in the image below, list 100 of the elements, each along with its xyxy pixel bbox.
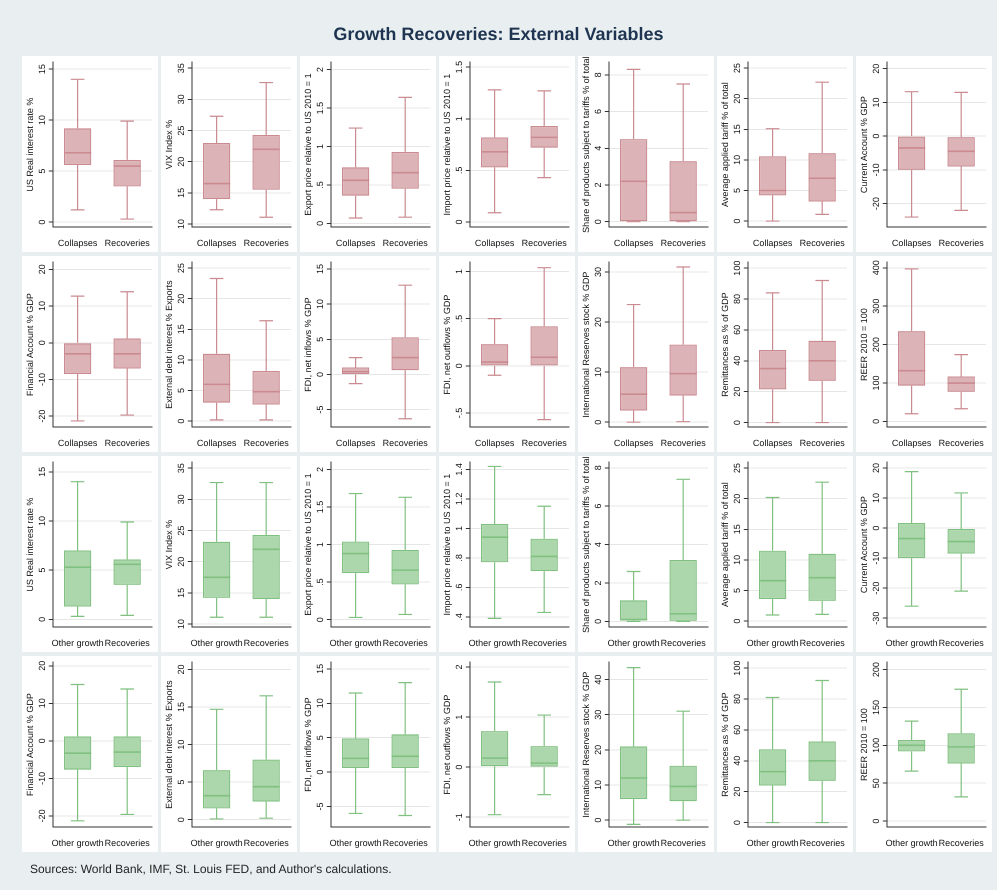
y-tick-label: -10 bbox=[870, 163, 881, 176]
y-axis-title: External debt interest % Exports bbox=[164, 280, 174, 409]
y-tick-label: -20 bbox=[870, 582, 881, 595]
x-tick-label: Recoveries bbox=[522, 638, 568, 648]
y-tick-label: 10 bbox=[36, 698, 47, 708]
y-tick-label: 10 bbox=[36, 301, 47, 312]
y-tick-label: 10 bbox=[732, 154, 742, 165]
y-axis-title: US Real interest rate % bbox=[24, 498, 35, 592]
x-tick-label: Other growth bbox=[608, 838, 660, 848]
y-tick-label: 1.5 bbox=[314, 500, 325, 514]
y-tick-label: 10 bbox=[36, 115, 47, 126]
x-tick-label: Collapses bbox=[336, 438, 376, 448]
x-tick-label: Collapses bbox=[474, 438, 515, 448]
x-tick-label: Collapses bbox=[196, 238, 237, 248]
y-tick-label: 35 bbox=[176, 463, 186, 474]
y-tick-label: 15 bbox=[176, 702, 186, 712]
x-tick-label: Recoveries bbox=[938, 838, 984, 848]
y-tick-label: 0 bbox=[870, 818, 881, 824]
y-tick-label: -20 bbox=[870, 197, 881, 210]
y-tick-label: 35 bbox=[176, 63, 186, 74]
y-tick-label: 0 bbox=[314, 617, 325, 622]
y-tick-label: 1 bbox=[454, 714, 464, 720]
y-tick-label: 0 bbox=[732, 420, 742, 426]
y-tick-label: 0 bbox=[36, 340, 47, 346]
x-tick-label: Recoveries bbox=[382, 838, 428, 848]
y-axis-title: International Reserves stock % GDP bbox=[580, 272, 591, 418]
x-tick-label: Collapses bbox=[58, 438, 98, 448]
y-tick-label: 8 bbox=[592, 465, 603, 470]
text: Growth Recoveries: External Variables bbox=[332, 24, 665, 45]
y-tick-label: .5 bbox=[454, 166, 464, 174]
y-tick-label: 15 bbox=[176, 588, 186, 598]
y-tick-label: 0 bbox=[732, 618, 742, 624]
y-tick-label: 10 bbox=[870, 97, 881, 108]
x-tick-label: Recoveries bbox=[244, 638, 290, 648]
y-tick-label: 0 bbox=[314, 372, 325, 377]
y-axis-title: Remittances as % of GDP bbox=[720, 292, 730, 397]
y-tick-label: 0 bbox=[732, 820, 742, 826]
y-tick-label: 1.2 bbox=[454, 492, 464, 506]
y-tick-label: 4 bbox=[592, 542, 603, 548]
x-tick-label: Recoveries bbox=[382, 238, 428, 248]
x-tick-label: Other growth bbox=[52, 838, 104, 848]
y-tick-label: 25 bbox=[176, 263, 186, 274]
y-tick-label: 5 bbox=[732, 588, 742, 593]
y-tick-label: 20 bbox=[870, 463, 881, 474]
y-tick-label: 20 bbox=[176, 156, 186, 167]
y-tick-label: 0 bbox=[176, 817, 186, 822]
y-tick-label: 20 bbox=[176, 664, 186, 675]
y-tick-label: 8 bbox=[592, 72, 603, 78]
x-tick-label: Recoveries bbox=[104, 638, 150, 648]
y-tick-label: 5 bbox=[176, 780, 186, 785]
y-tick-label: 20 bbox=[870, 64, 881, 74]
x-tick-label: Collapses bbox=[474, 238, 515, 248]
y-axis-title: Current Account % GDP bbox=[858, 96, 869, 194]
x-tick-label: Recoveries bbox=[800, 238, 846, 248]
y-tick-label: 30 bbox=[176, 494, 186, 504]
y-tick-label: 300 bbox=[870, 298, 881, 314]
x-tick-label: Recoveries bbox=[660, 238, 706, 248]
y-axis-title: Export price relative to US 2010 = 1 bbox=[302, 473, 313, 616]
x-tick-label: Collapses bbox=[614, 238, 654, 248]
y-axis-title: Export price relative to US 2010 = 1 bbox=[302, 73, 313, 216]
y-tick-label: .5 bbox=[314, 578, 325, 586]
x-tick-label: Collapses bbox=[892, 238, 932, 248]
y-tick-label: -1 bbox=[454, 813, 464, 822]
y-axis-title: Financial Account % GDP bbox=[24, 693, 35, 796]
x-tick-label: Recoveries bbox=[800, 838, 846, 848]
y-tick-label: 1 bbox=[454, 268, 464, 274]
y-tick-label: 5 bbox=[314, 336, 325, 342]
y-axis-title: FDI, net inflows % GDP bbox=[302, 697, 313, 792]
y-tick-label: 20 bbox=[592, 317, 603, 328]
y-axis-title: Share of products subject to tariffs % of total bbox=[580, 56, 591, 233]
y-tick-label: 0 bbox=[314, 770, 325, 775]
y-tick-label: 0 bbox=[732, 218, 742, 224]
x-tick-label: Other growth bbox=[608, 638, 660, 648]
x-tick-label: Other growth bbox=[190, 638, 243, 648]
y-tick-label: 10 bbox=[176, 740, 186, 750]
y-tick-label: 0 bbox=[592, 219, 603, 224]
y-tick-label: .8 bbox=[454, 554, 464, 562]
y-tick-label: 200 bbox=[870, 662, 881, 678]
y-tick-label: 15 bbox=[732, 124, 742, 134]
y-axis-title: REER 2010 = 100 bbox=[858, 308, 869, 382]
y-tick-label: 5 bbox=[732, 188, 742, 193]
y-axis-title: Import price relative to US 2010 = 1 bbox=[442, 474, 452, 616]
x-tick-label: Other growth bbox=[52, 638, 104, 648]
y-tick-label: 10 bbox=[592, 780, 603, 790]
y-tick-label: 0 bbox=[36, 738, 47, 744]
x-tick-label: Recoveries bbox=[800, 438, 846, 448]
y-axis-title: International Reserves stock % GDP bbox=[580, 672, 591, 818]
x-tick-label: Recoveries bbox=[244, 838, 290, 848]
x-tick-label: Other growth bbox=[330, 638, 382, 648]
y-tick-label: 15 bbox=[176, 324, 186, 334]
y-tick-label: 0 bbox=[176, 418, 186, 424]
x-tick-label: Collapses bbox=[752, 438, 793, 448]
x-tick-label: Collapses bbox=[58, 238, 98, 248]
y-tick-label: 0 bbox=[454, 220, 464, 225]
y-tick-label: 20 bbox=[732, 94, 742, 104]
y-tick-label: 30 bbox=[592, 267, 603, 278]
y-tick-label: 100 bbox=[732, 660, 742, 676]
x-tick-label: Recoveries bbox=[382, 438, 428, 448]
y-tick-label: 5 bbox=[36, 568, 47, 573]
y-tick-label: .5 bbox=[454, 314, 464, 322]
